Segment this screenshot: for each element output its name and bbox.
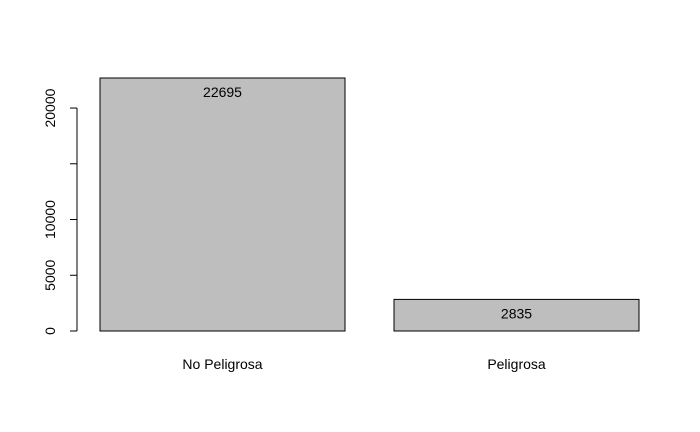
x-category-label: Peligrosa [487, 356, 546, 372]
x-category-label: No Peligrosa [182, 356, 262, 372]
bar [393, 298, 640, 332]
y-tick-label: 5000 [42, 259, 58, 290]
bar-value-label: 22695 [203, 84, 242, 100]
y-axis: 0 5000 10000 20000 [42, 88, 78, 335]
bar [99, 77, 346, 332]
bars: 22695 2835 [99, 77, 640, 332]
bar-value-label: 2835 [501, 305, 532, 321]
y-tick-label: 20000 [42, 88, 58, 127]
y-tick-label: 0 [42, 327, 58, 335]
x-axis-labels: No Peligrosa Peligrosa [182, 356, 545, 372]
y-tick-label: 10000 [42, 200, 58, 239]
